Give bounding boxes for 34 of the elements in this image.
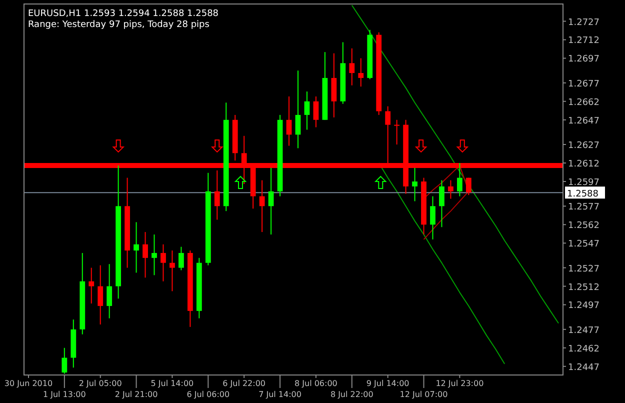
- y-tick-label: 1.2497: [568, 301, 600, 312]
- text: EURUSD,H1 1.2593 1.2594 1.2588 1.2588: [28, 9, 219, 19]
- x-tick-label: 2 Jul 21:00: [114, 390, 158, 399]
- x-tick-label: 12 Jul 07:00: [400, 390, 448, 399]
- x-tick-label: 12 Jul 23:00: [436, 379, 484, 388]
- x-tick-label: 5 Jul 14:00: [150, 379, 194, 388]
- y-tick-label: 1.2597: [568, 178, 600, 188]
- y-tick-label: 1.2712: [568, 36, 600, 46]
- y-tick-label: 1.2727: [568, 18, 600, 28]
- y-tick-label: 1.2527: [568, 264, 600, 274]
- y-tick-label: 1.2612: [568, 160, 600, 170]
- x-tick-label: 6 Jul 06:00: [186, 390, 230, 399]
- y-tick-label: 1.2697: [568, 54, 600, 65]
- y-tick-label: 1.2477: [568, 326, 600, 336]
- x-tick-label: 30 Jun 2010: [4, 379, 53, 388]
- x-tick-label: 1 Jul 13:00: [42, 390, 86, 399]
- x-tick-label: 6 Jul 22:00: [222, 379, 266, 388]
- x-tick-label: 8 Jul 06:00: [294, 379, 338, 388]
- x-tick-label: 9 Jul 14:00: [366, 379, 410, 388]
- y-tick-label: 1.2677: [568, 79, 600, 90]
- y-tick-label: 1.2562: [568, 221, 600, 232]
- y-tick-label: 1.2627: [568, 141, 600, 152]
- y-tick-label: 1.2512: [568, 282, 600, 293]
- text: Range: Yesterday 97 pips, Today 28 pips: [28, 20, 210, 30]
- x-tick-label: 7 Jul 14:00: [258, 390, 302, 399]
- x-tick-label: 2 Jul 05:00: [78, 379, 122, 388]
- ref-line-label: 1.2588: [567, 190, 599, 200]
- y-tick-label: 1.2662: [568, 98, 600, 108]
- y-tick-label: 1.2547: [568, 240, 600, 250]
- y-tick-label: 1.2462: [568, 344, 600, 354]
- y-tick-label: 1.2647: [568, 116, 600, 126]
- y-tick-label: 1.2577: [568, 202, 600, 213]
- x-tick-label: 8 Jul 22:00: [330, 390, 374, 399]
- y-tick-label: 1.2447: [568, 362, 600, 373]
